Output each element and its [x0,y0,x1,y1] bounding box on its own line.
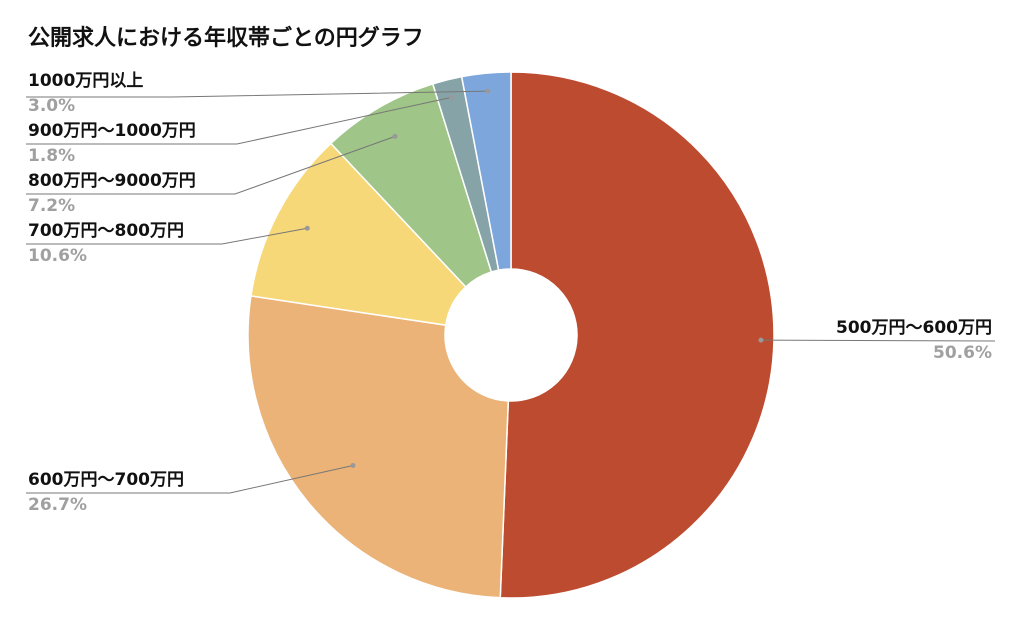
leader-lines [26,88,996,494]
slice-label: 900万円〜1000万円 [28,121,196,141]
leader-dot [485,88,491,94]
slice-label: 700万円〜800万円 [28,221,184,241]
pie-slices [247,71,775,599]
slice-percent-label: 50.6% [933,343,992,363]
leader-dot [449,94,455,100]
pie-slice [499,71,775,599]
leader-line [26,465,354,494]
leader-dot [758,337,764,343]
slice-percent-label: 3.0% [28,96,75,116]
slice-labels: 500万円〜600万円 50.6% 600万円〜700万円 26.7% 700万円〜80… [28,71,992,515]
slice-percent-label: 7.2% [28,196,75,216]
leader-line [26,96,452,145]
slice-label: 500万円〜600万円 [836,318,992,338]
slice-percent-label: 26.7% [28,495,87,515]
slice-label: 800万円〜9000万円 [28,171,196,191]
slice-percent-label: 10.6% [28,246,87,266]
leader-dot [304,225,310,231]
chart-title: 公開求人における年収帯ごとの円グラフ [28,25,424,51]
leader-line [760,339,996,342]
slice-label: 600万円〜700万円 [28,470,184,490]
pie-slice [250,142,467,327]
leader-dot [392,133,398,139]
leader-dot [350,463,356,469]
pie-slice [247,295,510,599]
slice-percent-label: 1.8% [28,146,75,166]
slice-label: 1000万円以上 [28,71,143,91]
pie-slice [460,71,512,272]
leader-line [26,135,396,195]
leader-line [26,90,488,98]
leader-line [26,227,308,245]
